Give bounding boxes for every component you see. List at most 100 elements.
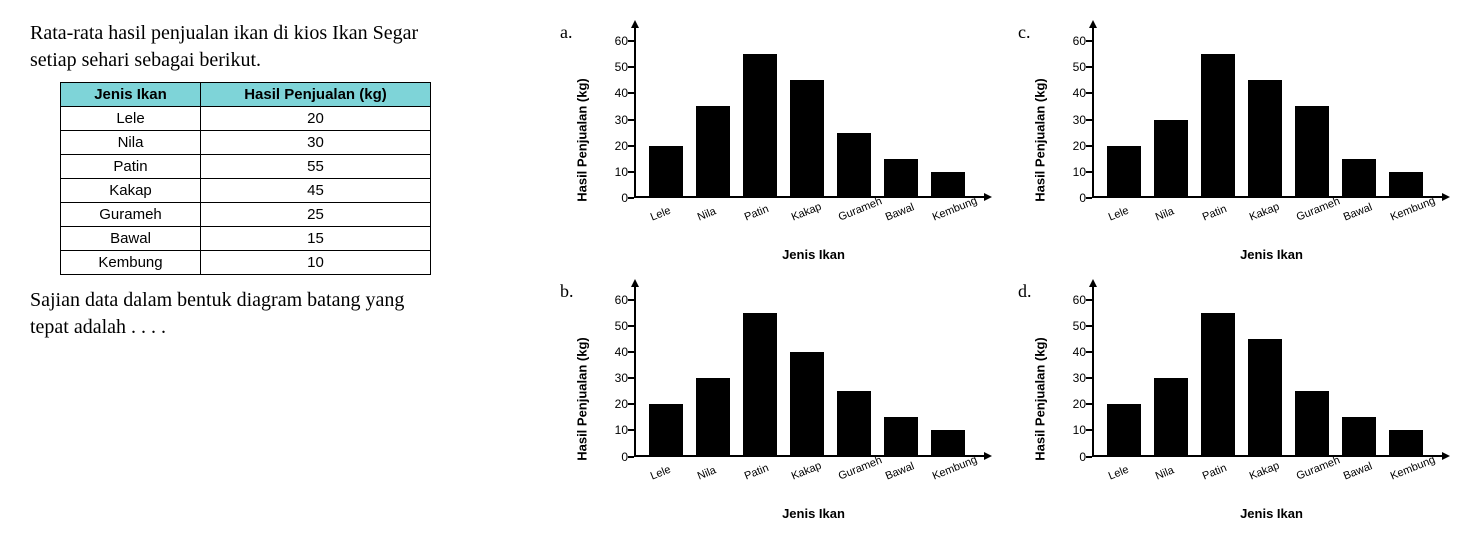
cell-jenis: Kembung [61, 251, 201, 275]
x-tick-label: Lele [648, 463, 672, 482]
cell-nilai: 15 [201, 227, 431, 251]
y-tick-label: 0 [1060, 450, 1086, 464]
y-tick [628, 40, 634, 42]
table-header-hasil: Hasil Penjualan (kg) [201, 83, 431, 107]
bar [1342, 159, 1376, 198]
question-followup: Sajian data dalam bentuk diagram batang … [30, 287, 550, 341]
x-tick-label: Gurameh [1295, 195, 1342, 223]
y-tick-label: 60 [1060, 293, 1086, 307]
x-tick-label: Bawal [884, 201, 916, 223]
bar [696, 106, 730, 198]
cell-jenis: Gurameh [61, 203, 201, 227]
option-c: c. Hasil Penjualan (kg)Jenis Ikan0102030… [1018, 20, 1456, 265]
y-tick-label: 0 [602, 450, 628, 464]
y-tick-label: 50 [602, 319, 628, 333]
y-tick-label: 50 [1060, 319, 1086, 333]
bar [649, 404, 683, 456]
bar [1389, 430, 1423, 456]
cell-nilai: 20 [201, 107, 431, 131]
bar [696, 378, 730, 456]
y-tick-label: 30 [1060, 371, 1086, 385]
y-tick [628, 171, 634, 173]
x-tick-label: Kembung [1389, 195, 1437, 224]
y-tick [628, 325, 634, 327]
y-tick-label: 40 [1060, 345, 1086, 359]
cell-jenis: Bawal [61, 227, 201, 251]
x-tick-label: Patin [1201, 462, 1229, 483]
y-tick-label: 10 [1060, 165, 1086, 179]
bar [1201, 54, 1235, 198]
y-tick [1086, 403, 1092, 405]
plot-area: 0102030405060LeleNilaPatinKakapGuramehBa… [1092, 28, 1442, 198]
plot-area: 0102030405060LeleNilaPatinKakapGuramehBa… [634, 28, 984, 198]
cell-nilai: 55 [201, 155, 431, 179]
x-tick-label: Nila [695, 205, 717, 223]
y-tick [628, 92, 634, 94]
y-tick-label: 30 [602, 371, 628, 385]
x-tick-label: Patin [743, 203, 771, 224]
x-tick-label: Lele [1106, 205, 1130, 224]
x-tick-label: Bawal [884, 460, 916, 482]
table-header-jenis: Jenis Ikan [61, 83, 201, 107]
x-tick-label: Kembung [931, 453, 979, 482]
x-tick-label: Nila [1153, 205, 1175, 223]
bar [790, 80, 824, 198]
x-tick-label: Kakap [1248, 201, 1281, 224]
y-tick [1086, 377, 1092, 379]
y-tick-label: 60 [602, 34, 628, 48]
y-tick-label: 50 [1060, 60, 1086, 74]
table-body: Lele20Nila30Patin55Kakap45Gurameh25Bawal… [61, 107, 431, 275]
bar [649, 146, 683, 198]
x-tick-label: Lele [648, 205, 672, 224]
y-tick [1086, 299, 1092, 301]
x-tick-label: Bawal [1342, 460, 1374, 482]
bar [837, 133, 871, 198]
y-tick [628, 197, 634, 199]
option-c-label: c. [1018, 22, 1040, 43]
y-tick-label: 60 [602, 293, 628, 307]
arrow-right-icon [984, 193, 992, 201]
cell-jenis: Nila [61, 131, 201, 155]
table-row: Patin55 [61, 155, 431, 179]
y-tick [1086, 66, 1092, 68]
cell-jenis: Patin [61, 155, 201, 179]
x-tick-label: Kakap [790, 201, 823, 224]
x-tick-label: Patin [1201, 203, 1229, 224]
y-axis-line [634, 28, 636, 198]
intro-line-1: Rata-rata hasil penjualan ikan di kios I… [30, 22, 418, 44]
y-tick-label: 20 [1060, 397, 1086, 411]
chart-d: Hasil Penjualan (kg)Jenis Ikan0102030405… [1046, 279, 1456, 519]
bar [884, 159, 918, 198]
table-row: Kakap45 [61, 179, 431, 203]
y-tick-label: 30 [1060, 113, 1086, 127]
bar [1107, 404, 1141, 456]
bar [1248, 339, 1282, 457]
arrow-right-icon [984, 452, 992, 460]
option-d-label: d. [1018, 281, 1040, 302]
x-tick-label: Kakap [790, 459, 823, 482]
cell-jenis: Lele [61, 107, 201, 131]
y-tick [628, 66, 634, 68]
intro-line-2: setiap sehari sebagai berikut. [30, 49, 261, 71]
option-a-label: a. [560, 22, 582, 43]
cell-nilai: 45 [201, 179, 431, 203]
y-tick-label: 40 [602, 345, 628, 359]
x-axis-label: Jenis Ikan [1240, 506, 1303, 521]
y-tick [1086, 351, 1092, 353]
bar [1107, 146, 1141, 198]
options-grid: a. Hasil Penjualan (kg)Jenis Ikan0102030… [550, 20, 1456, 523]
followup-line-1: Sajian data dalam bentuk diagram batang … [30, 289, 404, 311]
y-axis-label: Hasil Penjualan (kg) [1033, 78, 1048, 202]
y-tick [628, 456, 634, 458]
bar [1154, 378, 1188, 456]
chart-c: Hasil Penjualan (kg)Jenis Ikan0102030405… [1046, 20, 1456, 260]
table-row: Nila30 [61, 131, 431, 155]
cell-nilai: 30 [201, 131, 431, 155]
plot-area: 0102030405060LeleNilaPatinKakapGuramehBa… [634, 287, 984, 457]
followup-line-2: tepat adalah . . . . [30, 316, 166, 338]
option-a: a. Hasil Penjualan (kg)Jenis Ikan0102030… [560, 20, 998, 265]
y-tick [628, 429, 634, 431]
question-intro: Rata-rata hasil penjualan ikan di kios I… [30, 20, 550, 74]
x-axis-label: Jenis Ikan [782, 247, 845, 262]
y-tick [628, 377, 634, 379]
